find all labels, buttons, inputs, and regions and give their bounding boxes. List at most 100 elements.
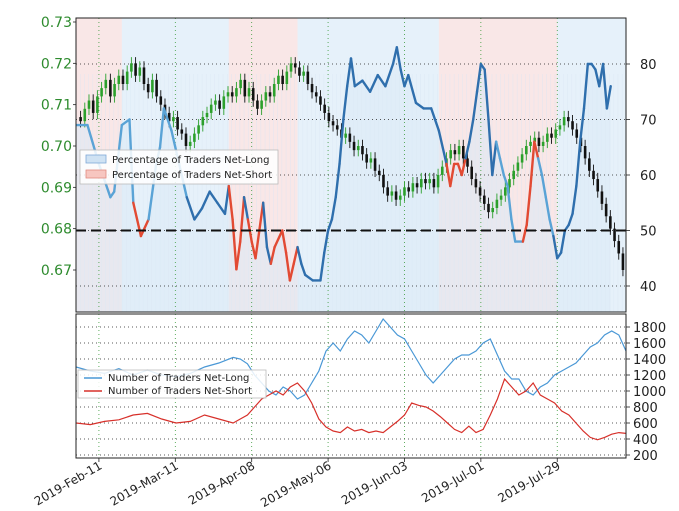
left-axis-ticks: 0.73 0.72 0.71 0.70 0.69 0.68 0.67: [41, 15, 76, 279]
candle-body: [323, 104, 326, 113]
sentiment-segment: [601, 62, 609, 110]
x-axis-ticks: 2019-Feb-11 2019-Mar-11 2019-Apr-08 2019-Ma…: [32, 458, 563, 510]
candle-body: [424, 179, 427, 184]
candle-body: [327, 112, 331, 122]
candle-body: [256, 100, 259, 109]
legend-top-box: [79, 149, 279, 185]
candle-body: [167, 112, 171, 122]
bottom-panel-border: [75, 313, 627, 459]
x-tick-label: 2019-Feb-11: [32, 458, 105, 508]
legend-bottom: Number of Traders Net-Long Number of Tra…: [77, 369, 267, 399]
candle-body: [562, 117, 566, 126]
sentiment-segment: [540, 173, 547, 199]
sentiment-segment: [376, 73, 387, 88]
x-tick-label: 2019-Jul-01: [419, 458, 486, 505]
candle-body: [260, 100, 263, 109]
sentiment-segment: [319, 251, 326, 282]
candle-body: [457, 146, 461, 155]
sentiment-segment: [494, 140, 502, 160]
sentiment-segment: [158, 107, 166, 149]
candle-body: [264, 92, 268, 101]
candle-body: [310, 84, 314, 93]
candle-body: [100, 88, 103, 97]
sentiment-segment: [548, 218, 555, 238]
sentiment-segment: [261, 201, 269, 249]
sentiment-segment: [185, 195, 196, 221]
candle-body: [377, 170, 381, 175]
candle-body: [453, 150, 457, 155]
left-tick-label: 0.67: [41, 263, 72, 279]
sentiment-segment: [472, 90, 479, 121]
sentiment-segment: [468, 118, 475, 143]
candle-body: [583, 146, 587, 159]
candle-body: [415, 183, 419, 188]
candle-body: [348, 133, 352, 142]
candle-body: [436, 174, 440, 188]
candle-body: [91, 100, 95, 113]
candle-body: [184, 133, 188, 146]
candle-body: [125, 71, 129, 84]
sentiment-segment: [430, 107, 441, 132]
sentiment-segment: [330, 195, 337, 221]
sentiment-segment: [368, 73, 379, 93]
x-tick-label: 2019-Apr-08: [186, 458, 257, 507]
candle-body: [588, 158, 591, 171]
sentiment-segment: [193, 207, 204, 221]
candle-body: [449, 150, 452, 159]
sentiment-segment: [384, 62, 395, 88]
candle-body: [130, 63, 133, 72]
candle-body: [188, 141, 192, 146]
candle-body: [461, 146, 465, 159]
sentiment-segment: [231, 218, 238, 271]
sentiment-segment: [284, 251, 292, 282]
sentiment-segment: [139, 218, 150, 238]
legend-top: Percentage of Traders Net-Long Percentag…: [79, 149, 279, 185]
sentiment-segment: [506, 184, 513, 221]
candle-body: [79, 117, 82, 122]
candle-body: [520, 154, 524, 163]
sentiment-line: [76, 46, 612, 282]
candle-body: [272, 84, 276, 97]
sentiment-segment: [567, 212, 574, 227]
sentiment-segment: [464, 140, 471, 160]
count-line-short: [76, 377, 626, 441]
candle-body: [512, 170, 516, 180]
candle-body: [382, 174, 385, 188]
price-candles: [79, 57, 626, 277]
candle-body: [222, 96, 226, 109]
sentiment-segment: [208, 190, 219, 204]
candle-body: [478, 187, 482, 196]
candle-body: [277, 75, 280, 84]
candle-body: [394, 191, 398, 200]
sentiment-segment: [475, 62, 483, 93]
sentiment-segment: [525, 184, 532, 227]
candle-body: [398, 195, 402, 200]
candle-body: [550, 133, 553, 138]
top-gridlines: [76, 18, 626, 312]
sentiment-segment: [605, 84, 612, 110]
right-tick-label-bottom: 800: [633, 401, 658, 416]
sentiment-segment: [502, 173, 509, 188]
sentiment-segment: [578, 107, 586, 143]
candle-body: [373, 158, 377, 171]
sentiment-segment: [296, 245, 303, 265]
left-tick-label: 0.68: [41, 222, 72, 238]
sentiment-area: [76, 47, 611, 312]
candle-body: [197, 125, 200, 134]
candle-body: [533, 137, 537, 142]
sentiment-segment: [303, 273, 315, 282]
sentiment-segment: [552, 234, 559, 260]
candle-body: [361, 146, 364, 155]
right-tick-label-bottom: 1400: [633, 353, 666, 368]
right-tick-label-bottom: 1000: [633, 385, 666, 400]
sentiment-segment: [281, 229, 288, 254]
candle-body: [214, 100, 217, 105]
candle-body: [146, 84, 150, 93]
candle-body: [546, 133, 549, 142]
sentiment-segment: [269, 245, 276, 265]
sentiment-segment: [536, 157, 544, 177]
candle-body: [571, 121, 574, 130]
candle-body: [209, 104, 213, 113]
left-tick-label: 0.73: [41, 15, 72, 31]
sentiment-segment: [334, 162, 341, 199]
